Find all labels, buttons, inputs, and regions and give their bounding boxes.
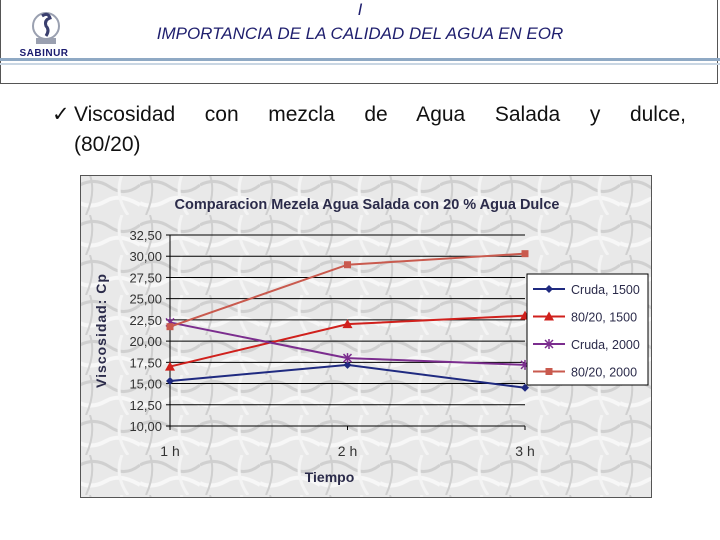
checkmark-icon: ✓ bbox=[52, 103, 70, 126]
x-axis-label: Tiempo bbox=[305, 469, 355, 485]
legend-swatch-marker bbox=[545, 368, 553, 375]
header-divider-light bbox=[0, 63, 720, 65]
y-axis-label: Viscosidad: Cp bbox=[93, 273, 109, 388]
y-tick-label: 10,00 bbox=[129, 419, 162, 434]
logo-text: SABINUR bbox=[19, 48, 69, 59]
y-tick-label: 12,50 bbox=[129, 398, 162, 413]
legend-label: Cruda, 2000 bbox=[571, 338, 640, 352]
legend-label: 80/20, 2000 bbox=[571, 366, 637, 380]
chart-title: Comparacion Mezela Agua Salada con 20 % … bbox=[175, 197, 560, 213]
bullet-text-line1: Viscosidad con mezcla de Agua Salada y d… bbox=[74, 103, 686, 126]
data-point-s4-1 bbox=[166, 323, 174, 331]
chart: Comparacion Mezela Agua Salada con 20 % … bbox=[80, 175, 652, 498]
y-tick-label: 27,50 bbox=[129, 270, 162, 285]
data-point-s4-2 bbox=[344, 261, 351, 269]
page-title: IMPORTANCIA DE LA CALIDAD DEL AGUA EN EO… bbox=[156, 24, 564, 43]
y-tick-label: 25,00 bbox=[129, 292, 162, 307]
slide-header: SABINUR I IMPORTANCIA DE LA CALIDAD DEL … bbox=[0, 0, 720, 86]
x-tick-label: 2 h bbox=[338, 443, 357, 459]
chart-svg: Comparacion Mezela Agua Salada con 20 % … bbox=[80, 175, 652, 498]
data-point-s3-2 bbox=[342, 353, 353, 364]
legend-swatch-marker bbox=[545, 285, 553, 293]
data-point-s1-2 bbox=[343, 360, 352, 369]
x-tick-label: 1 h bbox=[160, 443, 179, 459]
legend-swatch-marker bbox=[544, 339, 554, 349]
y-tick-label: 15,00 bbox=[129, 377, 162, 392]
y-tick-label: 22,50 bbox=[129, 313, 162, 328]
legend-box bbox=[526, 273, 649, 386]
header-divider bbox=[0, 58, 720, 61]
sabinur-logo: SABINUR bbox=[8, 6, 80, 62]
data-point-s1-3 bbox=[521, 383, 529, 392]
x-tick-label: 3 h bbox=[515, 443, 534, 459]
y-tick-label: 30,00 bbox=[129, 249, 162, 264]
logo-emblem-icon bbox=[32, 12, 60, 44]
y-tick-label: 32,50 bbox=[129, 228, 162, 243]
legend-swatch-marker bbox=[544, 311, 554, 321]
data-point-s1-1 bbox=[166, 377, 174, 386]
bullet-text-line2: (80/20) bbox=[74, 133, 141, 156]
y-tick-label: 17,50 bbox=[129, 355, 162, 370]
data-point-s2-2 bbox=[342, 319, 353, 329]
data-point-s4-3 bbox=[521, 250, 529, 258]
header-frame bbox=[0, 0, 718, 84]
legend-label: 80/20, 1500 bbox=[571, 311, 637, 325]
header-mark: I bbox=[357, 0, 363, 19]
y-tick-label: 20,00 bbox=[129, 334, 162, 349]
legend-label: Cruda, 1500 bbox=[571, 283, 640, 297]
data-point-s2-1 bbox=[165, 361, 175, 371]
